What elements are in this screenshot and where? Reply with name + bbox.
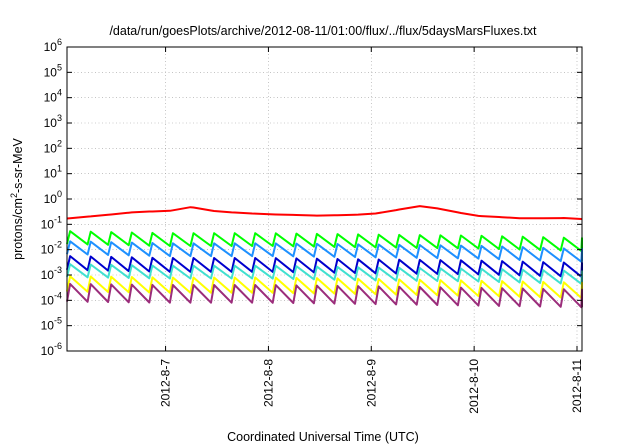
y-tick-label: 105	[44, 62, 62, 79]
y-tick-base: 10	[44, 65, 58, 79]
y-tick-base: 10	[41, 217, 55, 231]
y-tick-base: 10	[44, 167, 58, 181]
y-tick-label: 10-4	[41, 290, 62, 307]
y-tick-label: 10-1	[41, 214, 62, 231]
y-tick-exponent: 0	[57, 189, 62, 199]
data-series	[66, 205, 583, 309]
y-tick-base: 10	[41, 293, 55, 307]
y-tick-exponent: -3	[54, 265, 62, 275]
y-tick-exponent: 3	[57, 113, 62, 123]
x-tick-label: 2012-8-10	[467, 359, 481, 414]
y-tick-base: 10	[44, 91, 58, 105]
y-axis-ticks: 10-610-510-410-310-210-11001011021031041…	[41, 37, 582, 358]
y-tick-label: 104	[44, 88, 62, 105]
series-line	[66, 275, 583, 299]
y-tick-base: 10	[44, 192, 58, 206]
y-tick-exponent: -2	[54, 240, 62, 250]
series-line	[66, 240, 583, 263]
y-tick-base: 10	[44, 40, 58, 54]
series-line	[66, 282, 583, 309]
x-tick-label: 2012-8-9	[364, 359, 378, 407]
x-tick-label: 2012-8-8	[261, 359, 275, 407]
y-tick-exponent: -4	[54, 290, 62, 300]
y-tick-label: 106	[44, 37, 62, 54]
y-tick-exponent: -1	[54, 214, 62, 224]
y-tick-base: 10	[41, 344, 55, 358]
series-line	[66, 230, 583, 252]
y-tick-base: 10	[44, 141, 58, 155]
y-tick-exponent: 2	[57, 138, 62, 148]
y-tick-exponent: 6	[57, 37, 62, 47]
x-axis-ticks: 2012-8-7 2012-8-8 2012-8-9 2012-8-10 2012-8-…	[159, 47, 584, 414]
series-line	[66, 255, 583, 278]
grid	[67, 47, 582, 351]
y-axis-label: protons/cm2-s-sr-MeV	[9, 137, 25, 259]
y-axis-label-sup: 2	[9, 193, 19, 198]
y-tick-label: 102	[44, 138, 62, 155]
y-tick-label: 10-3	[41, 265, 62, 282]
series-line	[66, 205, 583, 221]
x-axis-label: Coordinated Universal Time (UTC)	[227, 430, 419, 444]
x-tick-label: 2012-8-7	[159, 359, 173, 407]
y-tick-label: 10-6	[41, 341, 62, 358]
y-tick-label: 10-2	[41, 240, 62, 257]
y-tick-exponent: 4	[57, 88, 62, 98]
y-axis-label-pre: protons/cm	[11, 198, 25, 260]
y-tick-base: 10	[41, 243, 55, 257]
y-tick-exponent: -6	[54, 341, 62, 351]
y-tick-base: 10	[41, 319, 55, 333]
series-line	[66, 263, 583, 285]
y-tick-label: 103	[44, 113, 62, 130]
y-tick-label: 101	[44, 164, 62, 181]
x-tick-label: 2012-8-11	[570, 359, 584, 413]
y-tick-base: 10	[41, 268, 55, 282]
y-tick-exponent: 5	[57, 62, 62, 72]
y-tick-label: 10-5	[41, 316, 62, 333]
chart-title: /data/run/goesPlots/archive/2012-08-11/0…	[109, 24, 537, 38]
y-tick-base: 10	[44, 116, 58, 130]
y-tick-exponent: -5	[54, 316, 62, 326]
y-tick-label: 100	[44, 189, 62, 206]
y-tick-exponent: 1	[57, 164, 62, 174]
y-axis-label-post: -s-sr-MeV	[11, 137, 25, 193]
